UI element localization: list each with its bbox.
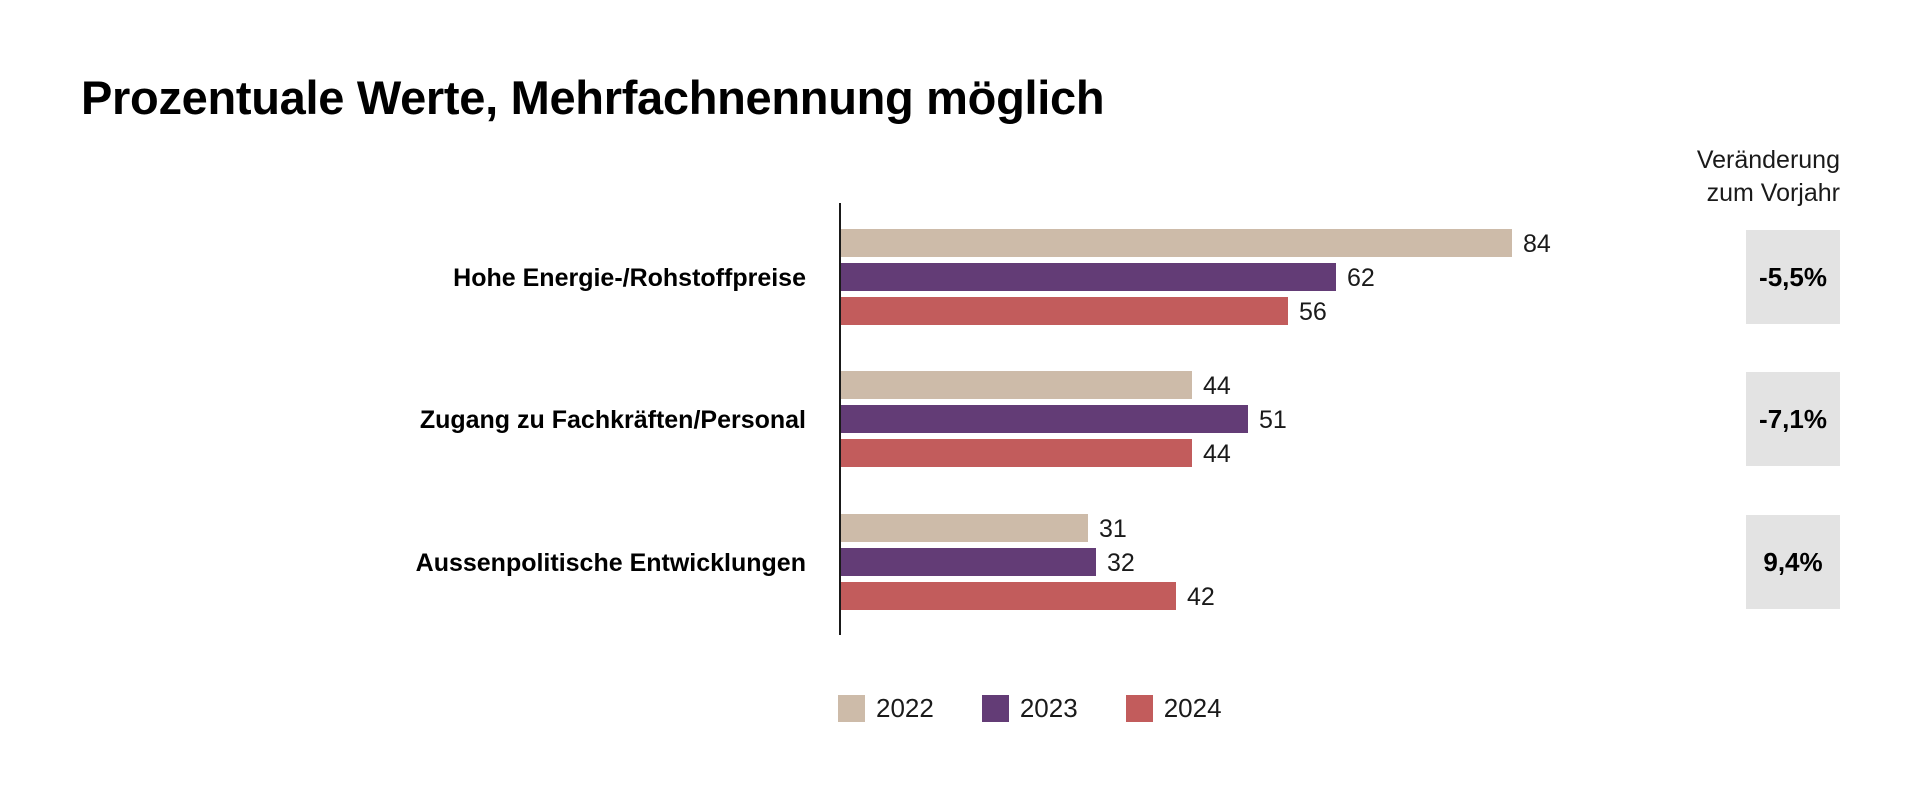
value-label-energie-2022: 84 [1523, 230, 1551, 258]
value-label-aussenpolitik-2024: 42 [1187, 583, 1215, 611]
legend-swatch-2023 [981, 695, 1009, 722]
value-label-fachkraefte-2022: 44 [1203, 372, 1231, 400]
bar-aussenpolitik-2022 [840, 514, 1088, 542]
change-badge-aussenpolitik: 9,4% [1746, 515, 1840, 609]
legend-label-2023: 2023 [1019, 693, 1078, 723]
legend-item-2023: 2023 [981, 693, 1078, 724]
bars-layer: Hohe Energie-/Rohstoffpreise 84 62 56 Zugang… [416, 229, 1551, 611]
legend-label-2024: 2024 [1163, 693, 1222, 723]
value-label-fachkraefte-2024: 44 [1203, 440, 1231, 468]
value-label-energie-2023: 62 [1347, 264, 1375, 292]
change-badge-energy: -5,5% [1746, 230, 1840, 324]
bar-energie-2023 [840, 263, 1336, 291]
bar-fachkraefte-2024 [840, 439, 1192, 467]
legend-swatch-2022 [838, 695, 865, 722]
chart-title: Prozentuale Werte, Mehrfachnennung mögli… [81, 71, 1105, 124]
bar-energie-2022 [840, 229, 1512, 257]
category-label-fachkraefte: Zugang zu Fachkräften/Personal [420, 406, 806, 434]
legend-item-2024: 2024 [1125, 693, 1222, 724]
legend: 2022 2023 2024 [838, 693, 1270, 724]
bar-aussenpolitik-2024 [840, 582, 1176, 610]
bar-aussenpolitik-2023 [840, 548, 1096, 576]
value-label-aussenpolitik-2022: 31 [1099, 515, 1127, 543]
value-label-aussenpolitik-2023: 32 [1107, 549, 1135, 577]
category-label-aussenpolitik: Aussenpolitische Entwicklungen [416, 549, 806, 577]
legend-item-2022: 2022 [838, 693, 934, 724]
legend-swatch-2024 [1125, 695, 1153, 722]
value-label-fachkraefte-2023: 51 [1259, 406, 1287, 434]
category-label-energie: Hohe Energie-/Rohstoffpreise [453, 264, 806, 292]
change-header-line-2: zum Vorjahr [1706, 179, 1840, 207]
bar-energie-2024 [840, 297, 1288, 325]
change-header-line-1: Veränderung [1696, 146, 1840, 174]
bar-fachkraefte-2022 [840, 371, 1192, 399]
value-label-energie-2024: 56 [1299, 298, 1327, 326]
legend-label-2022: 2022 [876, 693, 934, 723]
change-badge-fachkraefte: -7,1% [1746, 372, 1840, 466]
bar-fachkraefte-2023 [840, 405, 1248, 433]
change-column-header: Veränderung zum Vorjahr [1640, 144, 1840, 210]
